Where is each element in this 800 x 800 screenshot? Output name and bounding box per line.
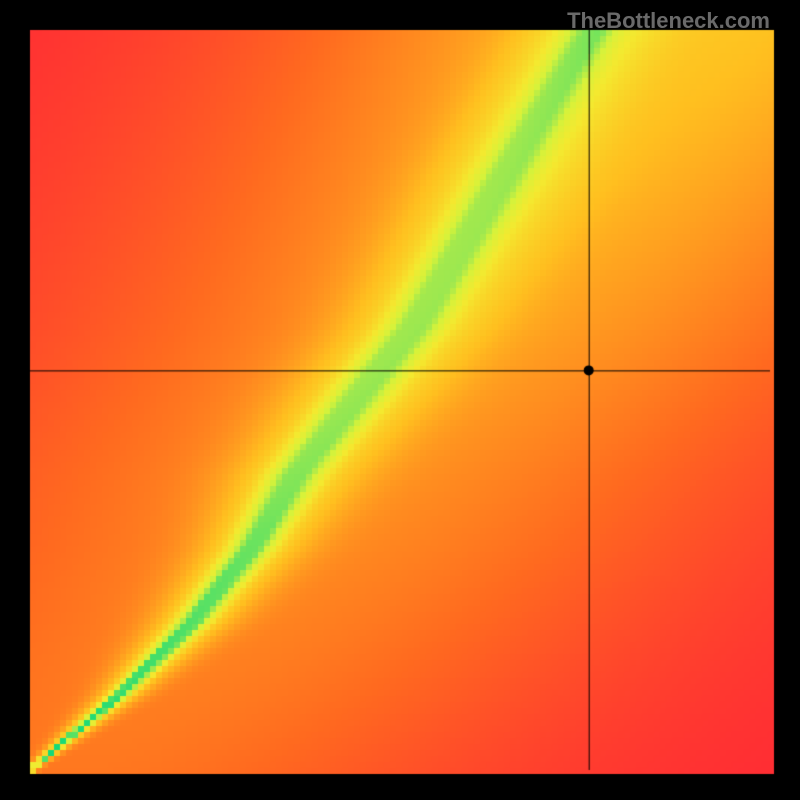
chart-container: TheBottleneck.com [0,0,800,800]
watermark-text: TheBottleneck.com [567,8,770,34]
bottleneck-heatmap [0,0,800,800]
